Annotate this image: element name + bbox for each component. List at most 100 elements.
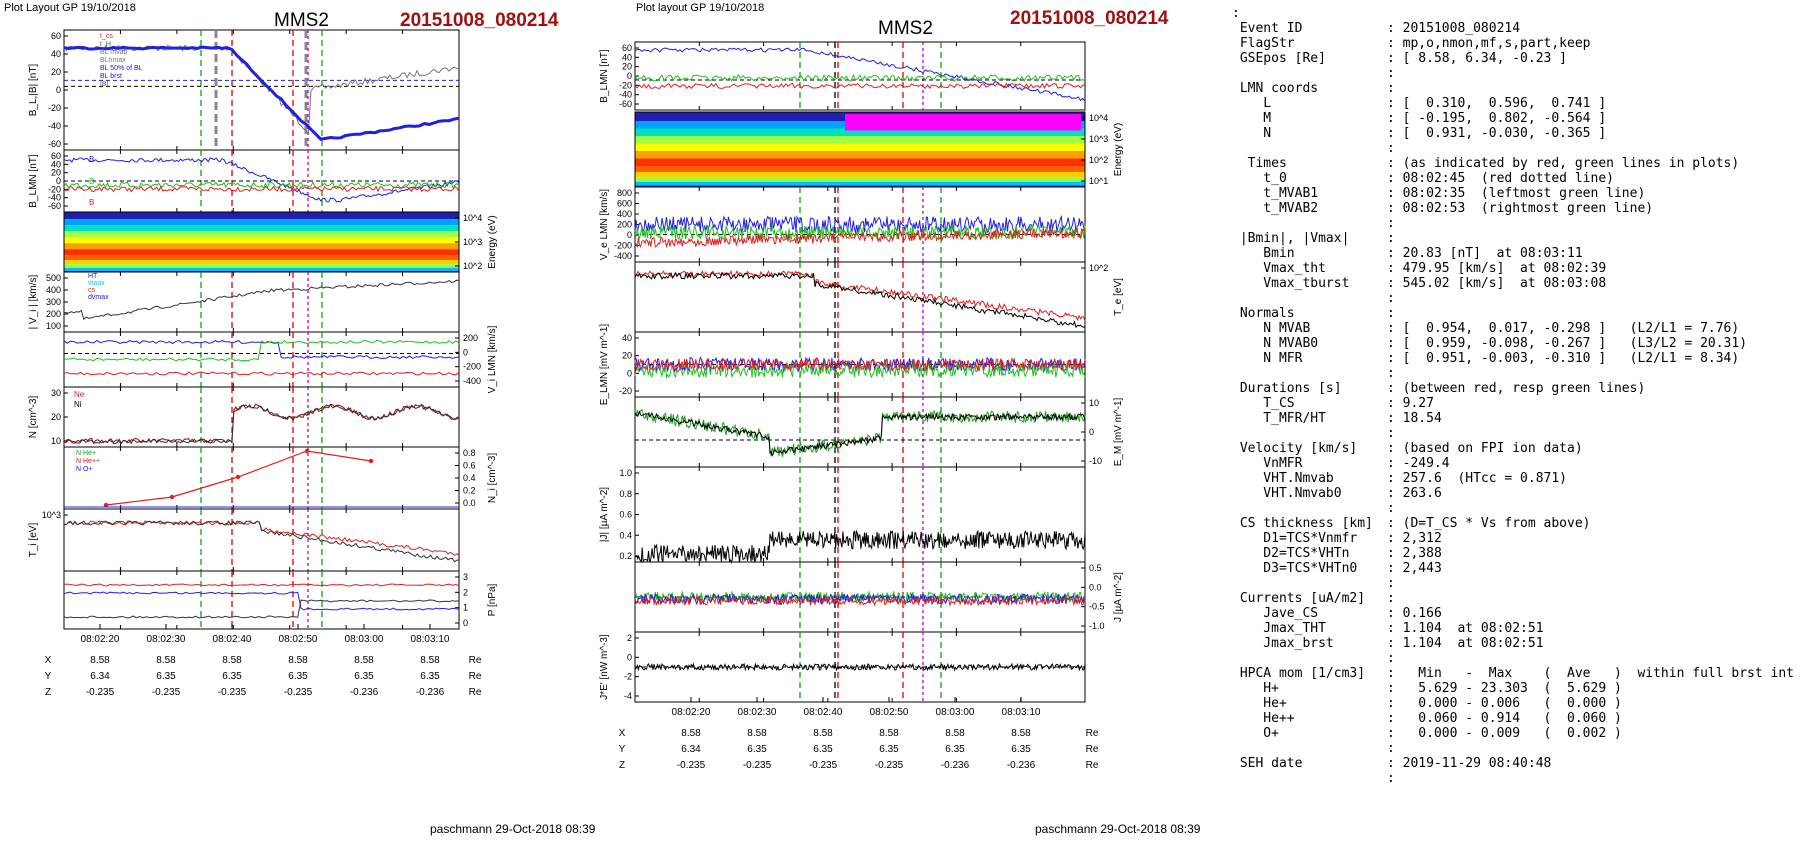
spectrogram-band bbox=[635, 128, 1085, 136]
y-tick-label: 400 bbox=[46, 285, 61, 295]
series-JN bbox=[634, 595, 1086, 607]
y-tick-label: 10^1 bbox=[1089, 176, 1108, 186]
legend-entry: BL 50% of BL bbox=[100, 65, 143, 72]
info-row: HPCA mom [1/cm3]: Min - Max ( Ave ) with… bbox=[1232, 666, 1794, 681]
info-row: t_MVAB1: 08:02:35 (leftmost green line) bbox=[1232, 186, 1794, 201]
spectrogram-band bbox=[635, 136, 1085, 144]
info-key: Times bbox=[1232, 156, 1287, 171]
y-tick-label: 3 bbox=[463, 572, 468, 582]
legend-entry: Ni bbox=[74, 400, 82, 409]
y-tick-label: 60 bbox=[622, 43, 632, 53]
y-axis-label: E_M [mV m^-1] bbox=[1113, 397, 1124, 466]
right-spacecraft-title: MMS2 bbox=[878, 18, 933, 39]
info-row: : bbox=[1232, 576, 1794, 591]
info-key: H+ bbox=[1232, 681, 1279, 696]
ephem-value: 6.35 bbox=[1011, 744, 1031, 755]
y-tick-label: -10 bbox=[1089, 456, 1102, 466]
x-tick-label: 08:02:20 bbox=[81, 634, 120, 645]
ephem-value: 8.58 bbox=[222, 655, 242, 666]
info-key: D2=TCS*VHTn bbox=[1232, 546, 1350, 561]
info-value: : bbox=[1387, 651, 1395, 666]
legend-entry: vmax bbox=[88, 280, 105, 287]
spectrogram-band bbox=[64, 270, 459, 272]
y-tick-label: -20 bbox=[619, 80, 632, 90]
ephem-value: 6.35 bbox=[879, 744, 899, 755]
x-tick-label: 08:02:40 bbox=[213, 634, 252, 645]
info-key: CS thickness [km] bbox=[1232, 516, 1373, 531]
y-axis-label: B_LMN [nT] bbox=[599, 49, 610, 103]
info-key: He++ bbox=[1232, 711, 1295, 726]
legend-entry: BL mvab bbox=[100, 49, 127, 56]
y-axis-label: Energy (eV) bbox=[1113, 123, 1124, 176]
info-key bbox=[1232, 501, 1387, 516]
y-tick-label: 10^3 bbox=[42, 510, 61, 520]
ephem-value: 8.58 bbox=[879, 728, 899, 739]
series-EM bbox=[634, 361, 1086, 379]
y-tick-label: 0.2 bbox=[619, 551, 632, 561]
info-value: : 1.104 at 08:02:51 bbox=[1387, 621, 1544, 636]
series-EM-green bbox=[634, 408, 1086, 457]
y-tick-label: 500 bbox=[46, 273, 61, 283]
spectrogram-band bbox=[635, 143, 1085, 151]
info-key: t_MVAB1 bbox=[1232, 186, 1319, 201]
spectrogram-band bbox=[635, 185, 1085, 187]
series-J bbox=[634, 529, 1086, 564]
ephem-value: -0.236 bbox=[416, 687, 445, 698]
spectrogram-saturation bbox=[845, 114, 1081, 131]
info-key: VHT.Nmvab bbox=[1232, 471, 1334, 486]
data-point bbox=[368, 458, 374, 464]
info-key: Vmax_tht bbox=[1232, 261, 1326, 276]
info-row: Vmax_tburst: 545.02 [km/s] at 08:03:08 bbox=[1232, 276, 1794, 291]
spectrogram-band bbox=[64, 237, 459, 244]
y-tick-label: -20 bbox=[619, 386, 632, 396]
y-tick-label: -20 bbox=[48, 184, 61, 194]
y-tick-label: 10 bbox=[1089, 398, 1099, 408]
y-tick-label: 200 bbox=[46, 309, 61, 319]
info-value: : [ 0.931, -0.030, -0.365 ] bbox=[1387, 126, 1607, 141]
y-axis-label: | V_i | [km/s] bbox=[28, 274, 39, 329]
y-tick-label: -0.5 bbox=[1089, 602, 1105, 612]
spectrogram-band bbox=[64, 267, 459, 271]
info-row: M: [ -0.195, 0.802, -0.564 ] bbox=[1232, 111, 1794, 126]
info-key bbox=[1232, 291, 1387, 306]
info-key bbox=[1232, 651, 1387, 666]
series-Tperp bbox=[63, 520, 460, 563]
ephem-value: -0.235 bbox=[218, 687, 247, 698]
info-key: SEH date bbox=[1232, 756, 1303, 771]
series-BL bbox=[63, 157, 460, 203]
y-tick-label: -60 bbox=[48, 139, 61, 149]
info-key: |Bmin|, |Vmax| bbox=[1232, 231, 1350, 246]
spectrogram-band bbox=[64, 255, 459, 260]
y-tick-label: 2 bbox=[463, 587, 468, 597]
series-BM bbox=[63, 180, 460, 190]
ephem-value: 8.58 bbox=[90, 655, 110, 666]
legend-entry: t_cs bbox=[100, 33, 113, 40]
info-value: : 2019-11-29 08:40:48 bbox=[1387, 756, 1552, 771]
info-row: He++: 0.060 - 0.914 ( 0.060 ) bbox=[1232, 711, 1794, 726]
ephem-value: 8.58 bbox=[288, 655, 308, 666]
info-row: Durations [s]: (between red, resp green … bbox=[1232, 381, 1794, 396]
info-row: Currents [uA/m2]: bbox=[1232, 591, 1794, 606]
ephem-value: 6.35 bbox=[420, 671, 440, 682]
info-value: : 0.000 - 0.006 ( 0.000 ) bbox=[1387, 696, 1622, 711]
left-event-title: 20151008_080214 bbox=[400, 10, 559, 31]
y-tick-label: 0 bbox=[627, 230, 632, 240]
legend-entry: N He+ bbox=[76, 450, 96, 457]
series-VM bbox=[63, 339, 460, 362]
y-tick-label: 200 bbox=[617, 220, 632, 230]
y-tick-label: 20 bbox=[51, 67, 61, 77]
info-value: : bbox=[1387, 501, 1395, 516]
info-value: : bbox=[1387, 231, 1395, 246]
series-PB bbox=[63, 591, 460, 611]
legend-entry: BLnmax bbox=[100, 57, 126, 64]
info-key: Jave_CS bbox=[1232, 606, 1319, 621]
info-row: : bbox=[1232, 741, 1794, 756]
info-value: : (as indicated by red, green lines in p… bbox=[1387, 156, 1740, 171]
info-key: Currents [uA/m2] bbox=[1232, 591, 1366, 606]
y-tick-label: 20 bbox=[51, 412, 61, 422]
info-key: LMN coords bbox=[1232, 81, 1319, 96]
info-value: : 08:02:53 (rightmost green line) bbox=[1387, 201, 1654, 216]
y-tick-label: 10 bbox=[51, 436, 61, 446]
y-tick-label: 0 bbox=[56, 176, 61, 186]
y-tick-label: -2 bbox=[624, 672, 632, 682]
